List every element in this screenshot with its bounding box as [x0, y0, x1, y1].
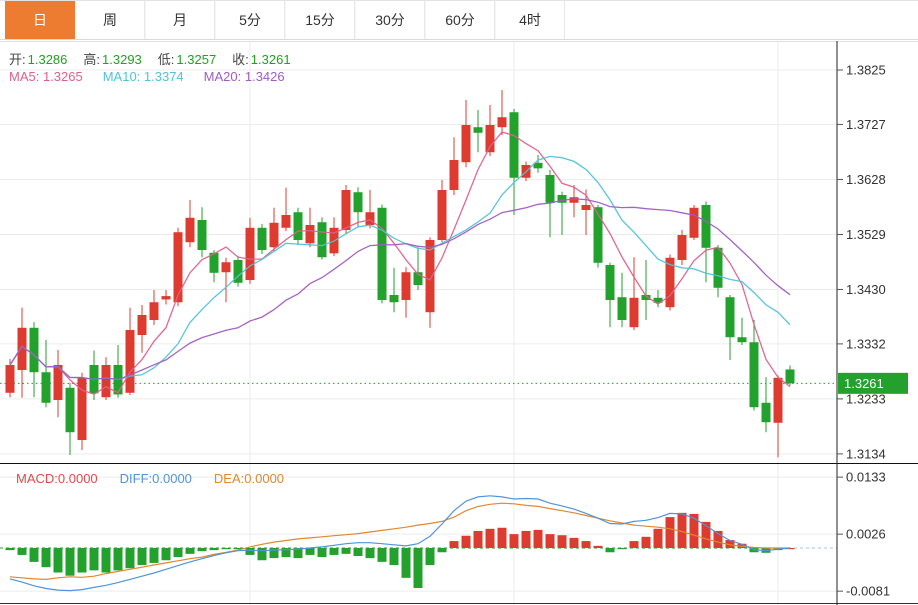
- main-gridlines: [0, 41, 918, 463]
- svg-text:0.0133: 0.0133: [846, 470, 886, 485]
- svg-text:1.3727: 1.3727: [846, 117, 886, 132]
- tab-15分[interactable]: 15分: [285, 1, 355, 39]
- macd-gridlines: [0, 463, 918, 605]
- ma20-line: [9, 198, 791, 381]
- svg-text:0.0026: 0.0026: [846, 527, 886, 542]
- macd-panel[interactable]: 0.0133 0.0026 -0.0081: [0, 463, 918, 605]
- tab-月[interactable]: 月: [145, 1, 215, 39]
- tab-周[interactable]: 周: [75, 1, 145, 39]
- tab-60分[interactable]: 60分: [425, 1, 495, 39]
- current-price-badge: 1.3261: [838, 372, 908, 394]
- candles-group[interactable]: [5, 90, 795, 458]
- svg-text:1.3332: 1.3332: [846, 336, 886, 351]
- tab-5分[interactable]: 5分: [215, 1, 285, 39]
- svg-text:-0.0081: -0.0081: [846, 584, 890, 599]
- svg-text:1.3134: 1.3134: [846, 446, 886, 461]
- svg-text:1.3430: 1.3430: [846, 282, 886, 297]
- svg-text:1.3529: 1.3529: [846, 227, 886, 242]
- diff-line: [9, 495, 791, 592]
- tab-4时[interactable]: 4时: [495, 1, 565, 39]
- svg-text:1.3825: 1.3825: [846, 63, 886, 78]
- ma5-line: [9, 131, 791, 395]
- svg-text:1.3261: 1.3261: [844, 376, 884, 391]
- main-price-chart[interactable]: 1.3825 1.3727 1.3628 1.3529 1.3430 1.3332 1.32…: [0, 41, 918, 463]
- tab-30分[interactable]: 30分: [355, 1, 425, 39]
- ma10-line: [9, 155, 791, 381]
- svg-text:1.3233: 1.3233: [846, 391, 886, 406]
- dea-line: [9, 502, 790, 581]
- price-axis-labels: 1.3825 1.3727 1.3628 1.3529 1.3430 1.3332 1.32…: [836, 41, 886, 463]
- macd-bars[interactable]: [5, 512, 795, 588]
- macd-axis-labels: 0.0133 0.0026 -0.0081: [836, 463, 890, 605]
- svg-text:1.3628: 1.3628: [846, 172, 886, 187]
- tab-日[interactable]: 日: [5, 1, 75, 39]
- timeframe-tabbar: 日周月 5分 15分 30分 60分 4时: [0, 0, 918, 40]
